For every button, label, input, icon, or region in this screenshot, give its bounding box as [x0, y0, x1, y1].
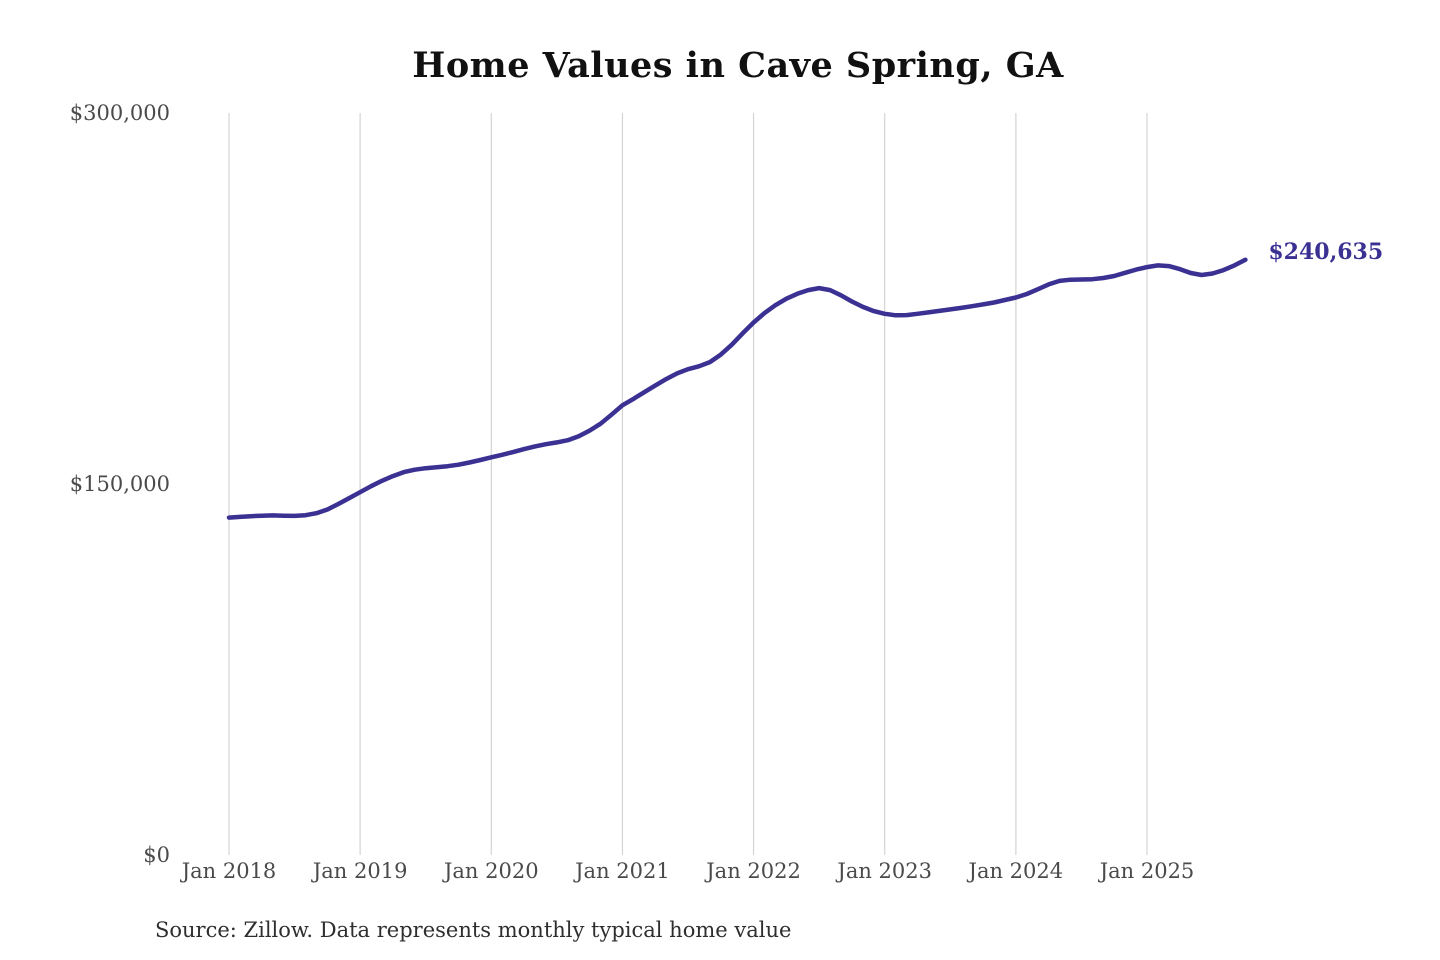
- source-note: Source: Zillow. Data represents monthly …: [155, 918, 792, 942]
- x-tick-label-jan-2025: Jan 2025: [1099, 859, 1195, 883]
- home-value-line: [226, 257, 1248, 520]
- x-tick-label-jan-2020: Jan 2020: [443, 859, 539, 883]
- y-tick-label-300000: $300,000: [69, 101, 170, 125]
- x-tick-label-jan-2024: Jan 2024: [968, 859, 1064, 883]
- x-tick-label-jan-2022: Jan 2022: [706, 859, 801, 883]
- y-tick-label-0: $0: [143, 843, 170, 867]
- x-tick-label-jan-2019: Jan 2019: [312, 859, 408, 883]
- latest-value-label: $240,635: [1268, 238, 1384, 265]
- x-tick-label-jan-2021: Jan 2021: [575, 859, 670, 883]
- x-tick-label-jan-2023: Jan 2023: [837, 859, 932, 883]
- x-tick-label-jan-2018: Jan 2018: [181, 859, 277, 883]
- y-tick-label-150000: $150,000: [69, 472, 170, 496]
- chart-title: Home Values in Cave Spring, GA: [412, 45, 1064, 86]
- year-gridlines: [228, 113, 1148, 855]
